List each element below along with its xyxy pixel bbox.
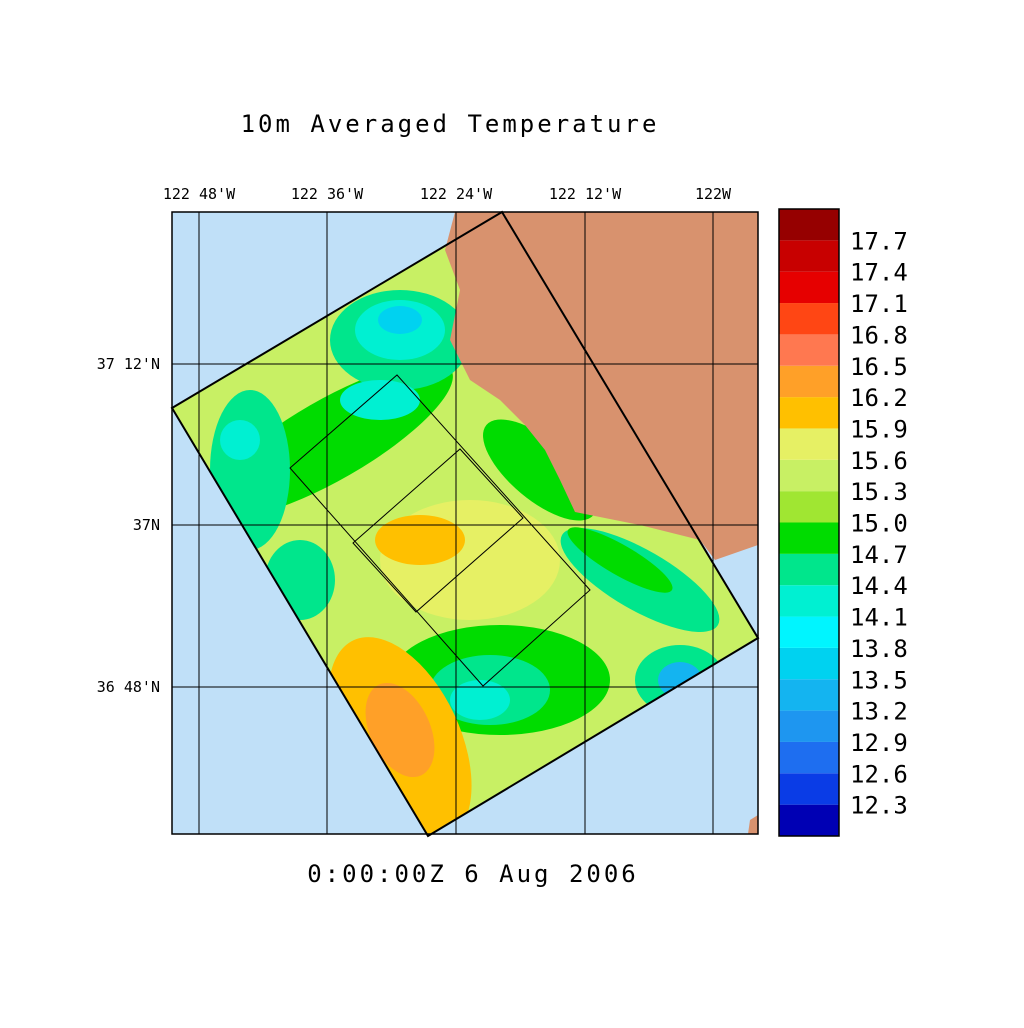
colorbar-band — [779, 585, 839, 617]
colorbar-label: 12.3 — [850, 792, 908, 820]
colorbar-label: 15.9 — [850, 415, 908, 443]
colorbar-label: 13.5 — [850, 666, 908, 694]
lat-label: 36 48'N — [97, 678, 160, 696]
colorbar-label: 16.5 — [850, 353, 908, 381]
land — [445, 212, 758, 560]
colorbar-band — [779, 522, 839, 554]
colorbar-band — [779, 679, 839, 711]
colorbar-band — [779, 209, 839, 241]
colorbar-label: 15.6 — [850, 447, 908, 475]
colorbar-band — [779, 773, 839, 805]
time-label: 0:00:00Z 6 Aug 2006 — [307, 860, 639, 888]
colorbar-label: 14.1 — [850, 604, 908, 632]
colorbar-band — [779, 647, 839, 680]
colorbar-band — [779, 616, 839, 648]
colorbar-label: 17.4 — [850, 259, 908, 287]
land — [748, 815, 758, 834]
colorbar-band — [779, 553, 839, 586]
colorbar-band — [779, 804, 839, 836]
colorbar-label: 16.2 — [850, 384, 908, 412]
colorbar-band — [779, 271, 839, 304]
colorbar-band — [779, 303, 839, 335]
colorbar-label: 15.0 — [850, 510, 908, 538]
lat-label: 37 12'N — [97, 355, 160, 373]
map-frame — [171, 211, 759, 835]
lon-label: 122 12'W — [549, 185, 622, 203]
colorbar-band — [779, 741, 839, 774]
map-title: 10m Averaged Temperature — [241, 110, 660, 138]
colorbar-band — [779, 459, 839, 492]
colorbar-label: 13.8 — [850, 635, 908, 663]
colorbar-label: 14.7 — [850, 541, 908, 569]
colorbar-band — [779, 365, 839, 398]
colorbar-label: 16.8 — [850, 321, 908, 349]
colorbar-band — [779, 491, 839, 523]
lon-label: 122 24'W — [420, 185, 493, 203]
colorbar-label: 12.6 — [850, 760, 908, 788]
colorbar-band — [779, 710, 839, 742]
colorbar-label: 17.1 — [850, 290, 908, 318]
colorbar-band — [779, 334, 839, 366]
lon-label: 122W — [695, 185, 732, 203]
colorbar-label: 15.3 — [850, 478, 908, 506]
colorbar-label: 13.2 — [850, 698, 908, 726]
colorbar-label: 12.9 — [850, 729, 908, 757]
colorbar-label: 17.7 — [850, 227, 908, 255]
colorbar-band — [779, 240, 839, 272]
colorbar-band — [779, 397, 839, 429]
lat-label: 37N — [133, 516, 160, 534]
lon-label: 122 36'W — [291, 185, 364, 203]
colorbar-frame — [778, 208, 840, 837]
colorbar-label: 14.4 — [850, 572, 908, 600]
colorbar-band — [779, 428, 839, 460]
lon-label: 122 48'W — [163, 185, 236, 203]
